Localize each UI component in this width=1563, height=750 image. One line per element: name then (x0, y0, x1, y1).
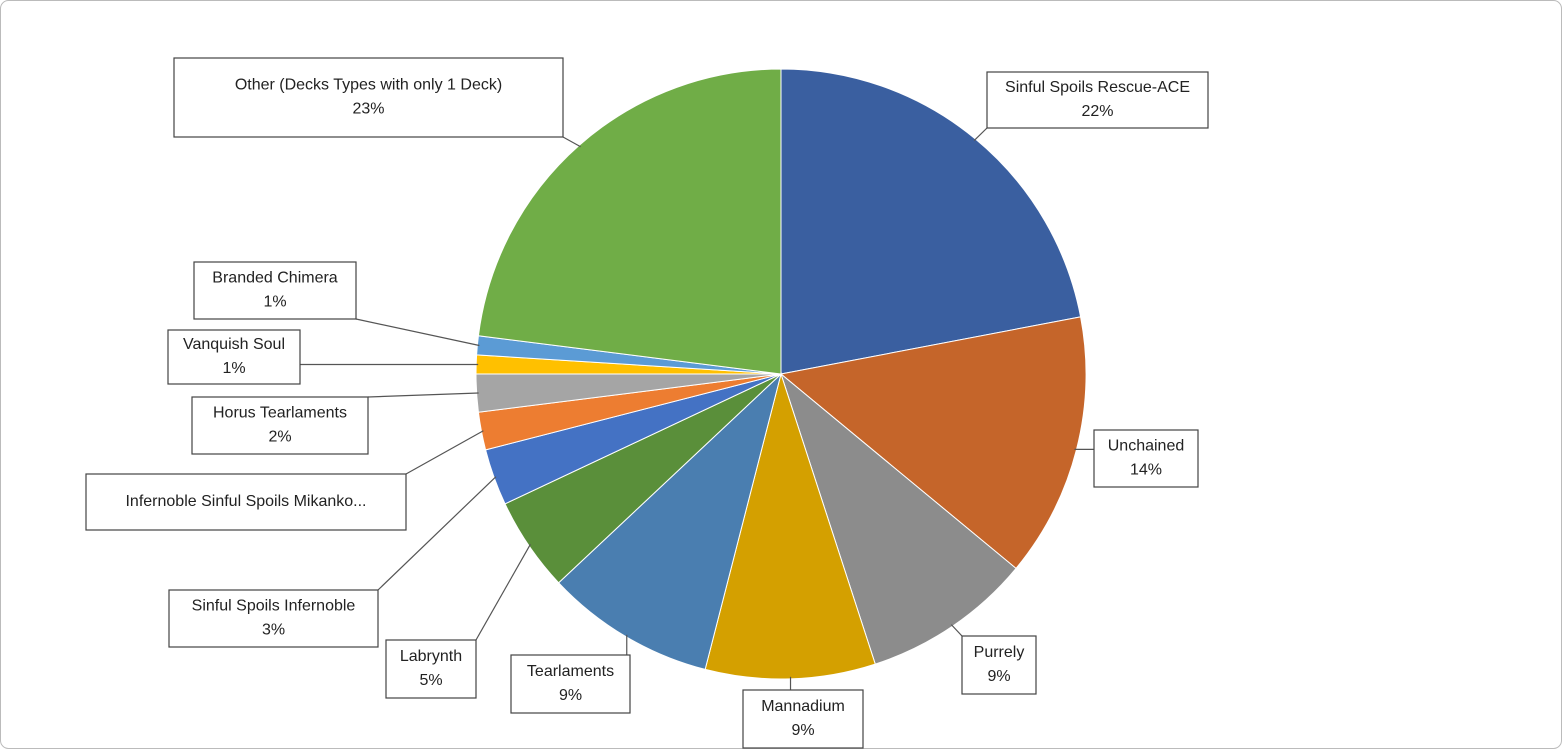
data-label-name: Infernoble Sinful Spoils Mikanko... (125, 493, 366, 510)
data-label-value: 9% (987, 668, 1010, 685)
data-label-value: 5% (419, 672, 442, 689)
data-label-value: 9% (559, 687, 582, 704)
data-label-name: Sinful Spoils Infernoble (192, 598, 356, 615)
data-label-value: 9% (791, 722, 814, 739)
label-box (193, 261, 357, 320)
data-label-name: Branded Chimera (212, 270, 338, 287)
label-box (1093, 429, 1199, 488)
pie-slice (477, 68, 782, 375)
data-label-name: Labrynth (400, 648, 462, 665)
data-label-name: Mannadium (761, 698, 845, 715)
label-box (167, 329, 301, 385)
data-label-name: Unchained (1108, 438, 1185, 455)
label-box (961, 635, 1037, 695)
data-label-name: Other (Decks Types with only 1 Deck) (235, 77, 502, 94)
data-label-name: Vanquish Soul (183, 336, 285, 353)
pie-slice (557, 372, 782, 671)
leader-line (950, 624, 963, 637)
label-box (385, 639, 477, 699)
data-label-name: Horus Tearlaments (213, 405, 347, 422)
data-label-name: Purrely (974, 644, 1025, 661)
label-box (742, 689, 864, 749)
data-label-value: 2% (268, 429, 291, 446)
label-box (986, 71, 1209, 129)
label-box (85, 473, 407, 531)
data-label-value: 1% (222, 360, 245, 377)
data-label-value: 3% (262, 622, 285, 639)
data-label-value: 1% (263, 294, 286, 311)
label-box (173, 57, 564, 138)
leader-line (367, 392, 479, 398)
leader-line (377, 476, 497, 591)
label-box (191, 396, 369, 455)
data-label-value: 23% (352, 101, 384, 118)
leader-line (475, 544, 531, 641)
data-label-value: 14% (1130, 462, 1162, 479)
leader-line (355, 318, 480, 347)
data-label-name: Sinful Spoils Rescue-ACE (1005, 79, 1190, 96)
label-box (510, 654, 631, 714)
leader-line (405, 430, 484, 475)
leader-line (562, 136, 581, 148)
leader-line (973, 127, 988, 141)
data-label-value: 22% (1081, 103, 1113, 120)
data-label-name: Tearlaments (527, 663, 614, 680)
label-box (168, 589, 379, 648)
